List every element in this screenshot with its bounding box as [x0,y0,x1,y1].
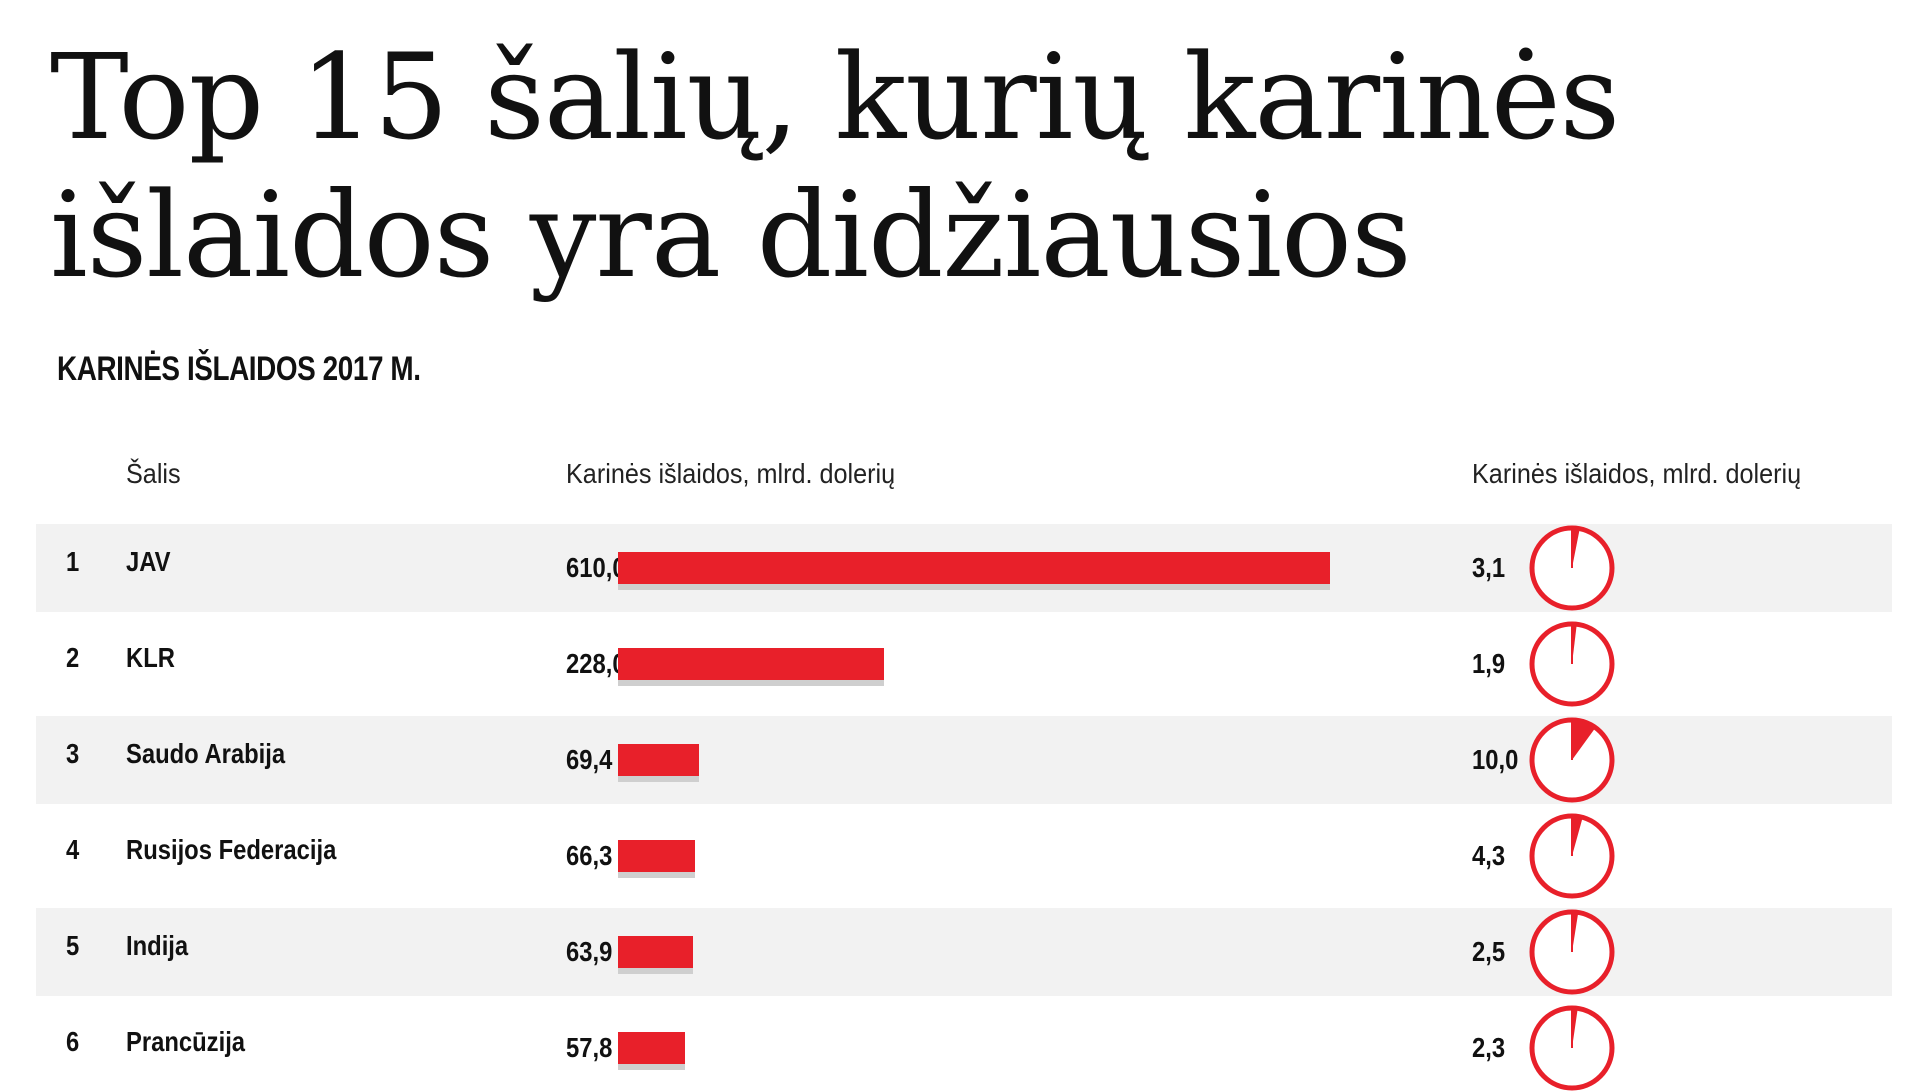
table-row: 5 Indija 63,9 2,5 [36,908,1892,996]
share-pie [1529,909,1615,995]
table-row: 1 JAV 610,0 3,1 [36,524,1892,612]
bar [618,936,693,968]
pie-slice [1572,720,1596,760]
row-country: Prancūzija [126,1026,246,1057]
bar-value-label: 228,0 [566,648,626,679]
share-value-label: 1,9 [1472,648,1506,679]
row-country: JAV [126,546,171,577]
share-pie [1529,1005,1615,1091]
share-pie [1529,717,1615,803]
row-country: Indija [126,930,189,961]
share-value-label: 2,5 [1472,936,1506,967]
bar [618,648,885,680]
bar [618,552,1330,584]
bar-value-label: 610,0 [566,552,626,583]
table-row: 4 Rusijos Federacija 66,3 4,3 [36,812,1892,900]
bar [618,744,699,776]
row-rank: 2 [66,642,80,673]
row-country: Saudo Arabija [126,738,286,769]
table-row: 6 Prancūzija 57,8 2,3 [36,1004,1892,1092]
table-row: 2 KLR 228,0 1,9 [36,620,1892,708]
header-share: Karinės išlaidos, mlrd. dolerių [1472,458,1802,489]
pie-slice [1572,816,1583,856]
pie-slice [1572,528,1580,568]
bar-value-label: 69,4 [566,744,613,775]
row-rank: 4 [66,834,80,865]
header-spending: Karinės išlaidos, mlrd. dolerių [566,458,896,489]
pie-slice [1572,912,1579,952]
share-value-label: 10,0 [1472,744,1519,775]
bar-value-label: 66,3 [566,840,613,871]
bar [618,840,696,872]
share-value-label: 2,3 [1472,1032,1506,1063]
share-value-label: 3,1 [1472,552,1506,583]
table-row: 3 Saudo Arabija 69,4 10,0 [36,716,1892,804]
pie-slice [1572,624,1577,664]
row-country: Rusijos Federacija [126,834,337,865]
share-pie [1529,813,1615,899]
row-rank: 6 [66,1026,80,1057]
share-pie [1529,621,1615,707]
chart-subtitle: KARINĖS IŠLAIDOS 2017 M. [57,350,421,388]
chart-title: Top 15 šalių, kurių karinės išlaidos yra… [50,28,1620,304]
header-country: Šalis [126,458,181,489]
bar-value-label: 57,8 [566,1032,613,1063]
pie-slice [1572,1008,1578,1048]
row-rank: 1 [66,546,80,577]
row-rank: 3 [66,738,80,769]
share-value-label: 4,3 [1472,840,1506,871]
bar-value-label: 63,9 [566,936,613,967]
row-country: KLR [126,642,175,673]
row-rank: 5 [66,930,80,961]
share-pie [1529,525,1615,611]
bar [618,1032,686,1064]
